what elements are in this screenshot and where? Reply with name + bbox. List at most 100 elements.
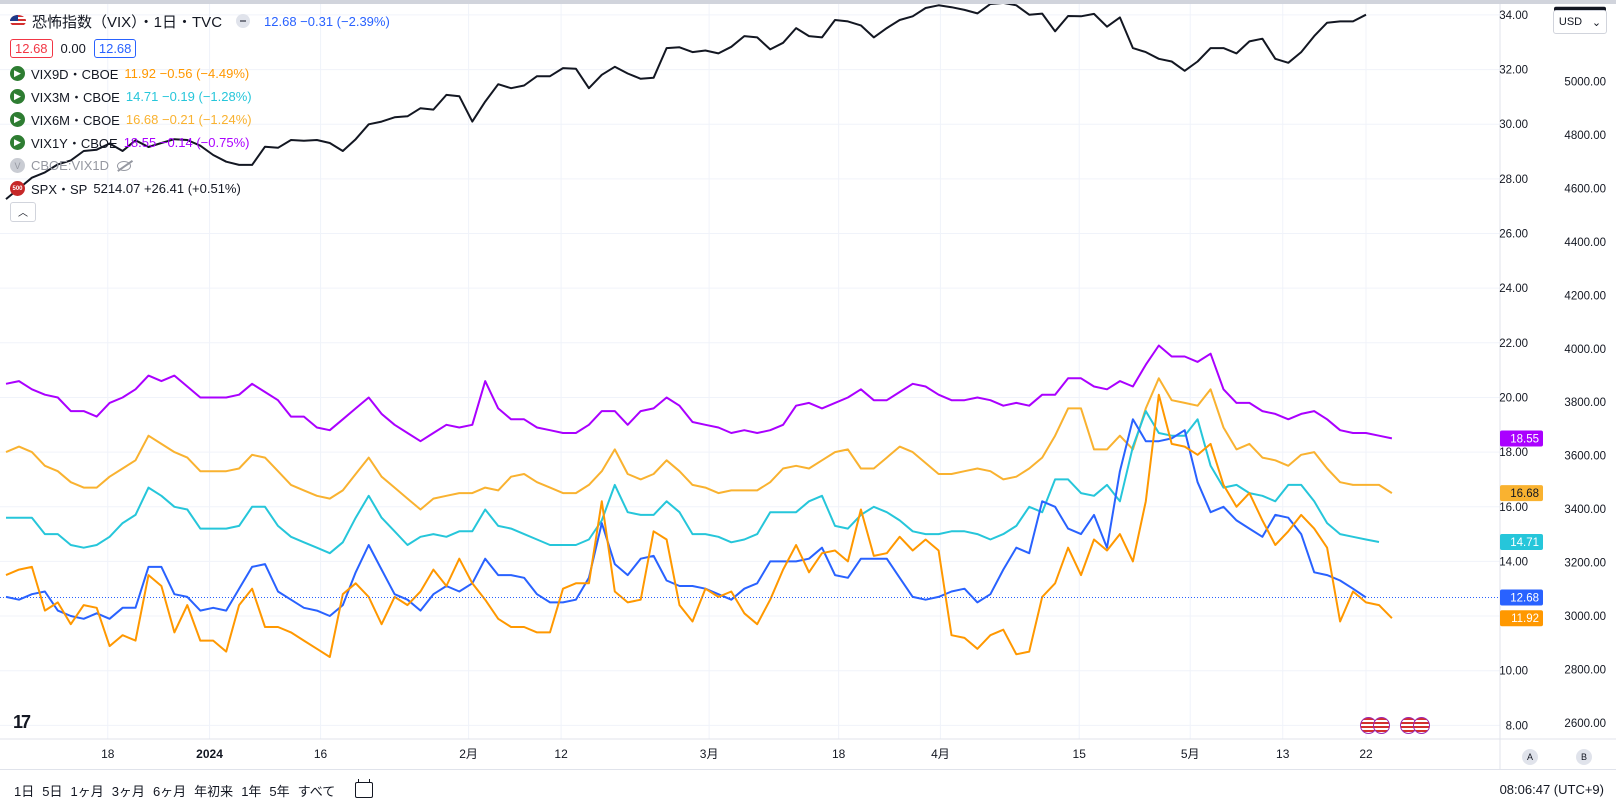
legend-row-vix1y[interactable]: ▶ VIX1Y・CBOE 18.55 −0.14 (−0.75%): [10, 131, 390, 154]
x-axis-tick: 22: [1359, 747, 1373, 761]
play-icon: ▶: [10, 112, 25, 127]
currency-selector[interactable]: USD ⌄: [1553, 10, 1607, 34]
left-axis-tick: 22.00: [1499, 338, 1528, 350]
legend-row-vix1d[interactable]: V CBOE:VIX1D: [10, 154, 390, 177]
timeframe-6m[interactable]: 6ヶ月: [152, 783, 187, 799]
legend-values: 18.55 −0.14 (−0.75%): [123, 135, 250, 150]
tradingview-logo: 17: [13, 712, 31, 732]
right-axis-tick: 3800.00: [1564, 397, 1606, 409]
legend-values: 16.68 −0.21 (−1.24%): [125, 112, 252, 127]
buy-price-button[interactable]: 12.68: [93, 38, 137, 58]
x-axis-tick: 2月: [459, 747, 478, 761]
left-axis-tick: 14.00: [1499, 556, 1528, 568]
calendar-icon[interactable]: [355, 779, 374, 798]
bottom-toolbar: 1日 5日 1ヶ月 3ヶ月 6ヶ月 年初来 1年 5年 すべて 08:06:47…: [0, 769, 1616, 810]
symbol-price-change: 12.68 −0.31 (−2.39%): [264, 13, 390, 29]
scale-b-button[interactable]: B: [1576, 749, 1592, 765]
legend-symbol: VIX6M・CBOE: [31, 113, 120, 128]
us-flag-icon[interactable]: [1373, 717, 1390, 734]
spread-value: 0.00: [60, 40, 86, 56]
legend: 恐怖指数（VIX）・1日・TVC 12.68 −0.31 (−2.39%) 12…: [10, 8, 390, 223]
legend-row-vix6m[interactable]: ▶ VIX6M・CBOE 16.68 −0.21 (−1.24%): [10, 108, 390, 131]
timeframe-5y[interactable]: 5年: [269, 783, 290, 799]
timeframe-1m[interactable]: 1ヶ月: [70, 783, 104, 799]
left-axis-tick: 30.00: [1499, 119, 1528, 131]
series-line-vix9d: [5, 393, 1393, 658]
legend-symbol: SPX・SP: [31, 182, 88, 197]
right-axis-tick: 4800.00: [1564, 130, 1606, 142]
clock: 08:06:47 (UTC+9): [1499, 782, 1604, 797]
minimize-icon[interactable]: [236, 14, 251, 28]
x-axis-tick: 5月: [1181, 747, 1200, 761]
series-line-spx: [5, 4, 1367, 200]
right-axis-tick: 4000.00: [1564, 344, 1606, 356]
left-axis-tick: 10.00: [1499, 666, 1528, 678]
events-group-1[interactable]: [1360, 717, 1390, 734]
scale-auto-button[interactable]: A: [1522, 749, 1538, 765]
hidden-eye-icon[interactable]: [117, 160, 132, 171]
last-value-badge: [1500, 485, 1543, 502]
collapse-legend-button[interactable]: ︿: [10, 201, 36, 222]
right-axis-tick: 5000.00: [1564, 77, 1606, 89]
x-axis-tick: 13: [1276, 747, 1290, 761]
play-icon: ▶: [10, 89, 25, 104]
last-value-badge: [1500, 430, 1543, 447]
timeframe-all[interactable]: すべて: [297, 783, 336, 799]
x-axis-tick: 16: [314, 747, 328, 761]
chart-canvas[interactable]: 34.00 32.00 30.00 28.00 26.00 24.00 22.00 20.00…: [0, 4, 1616, 769]
right-axis-tick: 2600.00: [1564, 718, 1606, 730]
left-axis-tick: 26.00: [1499, 229, 1528, 241]
legend-row-vix3m[interactable]: ▶ VIX3M・CBOE 14.71 −0.19 (−1.28%): [10, 85, 390, 108]
symbol-title[interactable]: 恐怖指数（VIX）・1日・TVC: [32, 13, 223, 31]
last-value-badge: [1500, 589, 1543, 606]
legend-symbol: VIX9D・CBOE: [31, 67, 119, 82]
legend-row-spx[interactable]: 500 SPX・SP 5214.07 +26.41 (+0.51%): [10, 177, 390, 200]
legend-row-vix9d[interactable]: ▶ VIX9D・CBOE 11.92 −0.56 (−4.49%): [10, 62, 390, 85]
x-axis-tick: 2024: [196, 747, 223, 761]
timeframe-1y[interactable]: 1年: [241, 783, 262, 799]
events-group-2[interactable]: [1400, 717, 1430, 734]
legend-values: 11.92 −0.56 (−4.49%): [124, 66, 250, 81]
right-axis-tick: 4400.00: [1564, 237, 1606, 249]
right-axis-tick: 3600.00: [1564, 451, 1606, 463]
last-value-badge: [1500, 610, 1543, 627]
us-flag-icon[interactable]: [1413, 717, 1430, 734]
last-value-label: 11.92: [1511, 613, 1539, 625]
x-axis-tick: 12: [554, 747, 568, 761]
left-axis-tick: 16.00: [1499, 502, 1528, 514]
last-value-label: 18.55: [1510, 433, 1539, 445]
sell-price-button[interactable]: 12.68: [10, 38, 53, 58]
right-axis-tick: 3400.00: [1564, 504, 1606, 516]
left-axis-tick: 28.00: [1499, 174, 1528, 186]
left-axis-tick: 8.00: [1506, 720, 1528, 732]
timeframe-ytd[interactable]: 年初来: [194, 783, 234, 799]
last-value-label: 12.68: [1510, 592, 1539, 604]
series-line-vix1y: [5, 344, 1393, 443]
x-axis-tick: 15: [1073, 747, 1087, 761]
legend-symbol: VIX3M・CBOE: [31, 90, 120, 105]
grid: [0, 4, 1500, 739]
play-icon: ▶: [10, 135, 25, 150]
last-value-badge: [1500, 533, 1543, 550]
timeframe-3m[interactable]: 3ヶ月: [111, 783, 145, 799]
right-axis-tick: 3200.00: [1564, 558, 1606, 570]
hidden-series-icon: V: [10, 158, 25, 173]
left-price-axis[interactable]: 34.00 32.00 30.00 28.00 26.00 24.00 22.00 20.00…: [1499, 10, 1528, 732]
right-axis-tick: 4600.00: [1564, 183, 1606, 195]
currency-label: USD: [1558, 16, 1583, 28]
legend-values: 14.71 −0.19 (−1.28%): [125, 89, 252, 104]
time-axis[interactable]: 18 2024 16 2月 12 3月 18 4月 15 5月 13 22: [101, 747, 1373, 761]
series-line-vix6m: [5, 377, 1393, 511]
legend-symbol: CBOE:VIX1D: [31, 158, 110, 173]
timeframe-1d[interactable]: 1日: [14, 783, 35, 799]
x-axis-tick: 18: [832, 747, 846, 761]
top-strip: [0, 0, 1616, 4]
last-value-label: 14.71: [1510, 537, 1539, 549]
right-axis-tick: 4200.00: [1564, 290, 1606, 302]
right-axis-tick: 3000.00: [1564, 611, 1606, 623]
last-value-label: 16.68: [1510, 488, 1539, 500]
right-price-axis[interactable]: 5000.00 4800.00 4600.00 4400.00 4200.00 4000.…: [1564, 77, 1606, 730]
left-axis-tick: 18.00: [1499, 447, 1528, 459]
timeframe-5d[interactable]: 5日: [42, 783, 63, 799]
